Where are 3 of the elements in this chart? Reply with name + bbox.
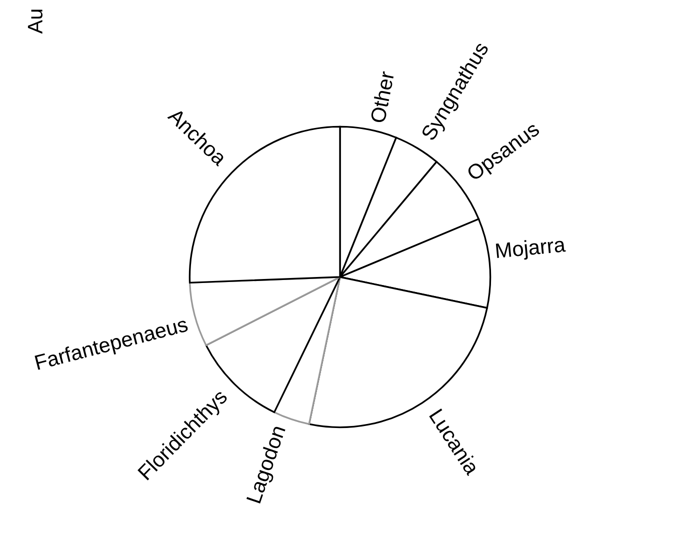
chart-title: Au [28,10,43,34]
slice-label: Other [370,70,394,124]
slice-label: Mojarra [496,236,566,262]
